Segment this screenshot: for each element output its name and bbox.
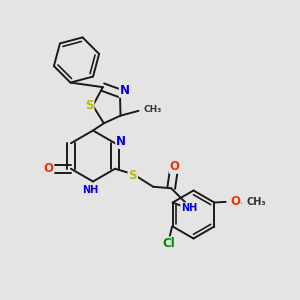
- Text: NH: NH: [181, 203, 197, 213]
- Text: N: N: [120, 84, 130, 97]
- Text: CH₃: CH₃: [247, 197, 266, 207]
- Text: N: N: [116, 135, 126, 148]
- Text: Cl: Cl: [162, 237, 175, 250]
- Text: NH: NH: [82, 185, 98, 195]
- Text: O: O: [170, 160, 180, 173]
- Text: S: S: [85, 99, 94, 112]
- Text: CH₃: CH₃: [143, 104, 162, 113]
- Text: O: O: [230, 195, 241, 208]
- Text: O: O: [44, 162, 53, 175]
- Text: S: S: [128, 169, 137, 182]
